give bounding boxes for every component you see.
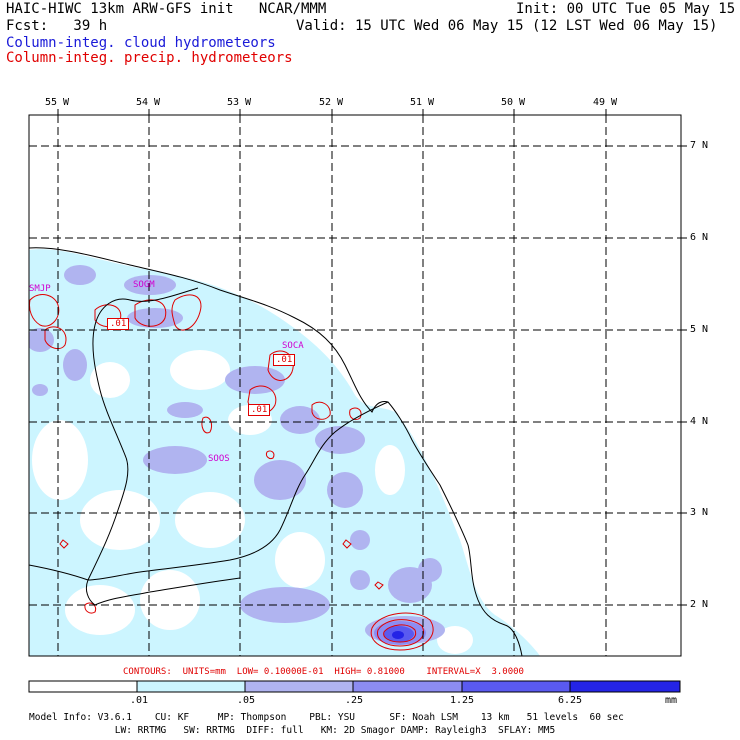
station-label-smjp: SMJP bbox=[29, 284, 51, 294]
precip-contours bbox=[29, 294, 434, 651]
graticule bbox=[29, 115, 681, 656]
contour-label: .01 bbox=[248, 404, 271, 416]
contour-info: CONTOURS: UNITS=mm LOW= 0.10000E-01 HIGH… bbox=[123, 667, 524, 677]
model-info-line1: Model Info: V3.6.1 CU: KF MP: Thompson P… bbox=[29, 712, 624, 723]
lat-label-3n: 3 N bbox=[690, 507, 709, 518]
axis-ticks bbox=[57, 109, 687, 606]
valid-time: Valid: 15 UTC Wed 06 May 15 (12 LST Wed … bbox=[296, 18, 718, 34]
colorbar-tick: .05 bbox=[237, 695, 256, 706]
lat-label-2n: 2 N bbox=[690, 599, 709, 610]
station-label-soos: SOOS bbox=[208, 454, 230, 464]
lat-label-4n: 4 N bbox=[690, 416, 709, 427]
lon-label-50w: 50 W bbox=[501, 97, 526, 108]
lon-label-55w: 55 W bbox=[45, 97, 70, 108]
init-time: Init: 00 UTC Tue 05 May 15 bbox=[516, 1, 736, 17]
hydrometeor-field bbox=[29, 249, 540, 656]
colorbar bbox=[28, 680, 681, 693]
model-title: HAIC-HIWC 13km ARW-GFS init NCAR/MMM bbox=[6, 1, 327, 17]
lat-label-6n: 6 N bbox=[690, 232, 709, 243]
station-label-sogm: SOGM bbox=[133, 280, 155, 290]
lat-label-7n: 7 N bbox=[690, 140, 709, 151]
map-frame bbox=[28, 114, 682, 657]
lon-label-52w: 52 W bbox=[319, 97, 344, 108]
lon-label-53w: 53 W bbox=[227, 97, 252, 108]
lon-label-54w: 54 W bbox=[136, 97, 161, 108]
contour-label: .01 bbox=[107, 318, 130, 330]
lon-label-49w: 49 W bbox=[593, 97, 618, 108]
coastline bbox=[28, 247, 523, 657]
forecast-hour: Fcst: 39 h bbox=[6, 18, 108, 34]
colorbar-tick: 6.25 bbox=[558, 695, 583, 706]
lon-label-51w: 51 W bbox=[410, 97, 435, 108]
colorbar-tick: .01 bbox=[130, 695, 149, 706]
lat-label-5n: 5 N bbox=[690, 324, 709, 335]
colorbar-unit: mm bbox=[665, 695, 678, 706]
colorbar-tick: .25 bbox=[345, 695, 364, 706]
precip-field-legend: Column-integ. precip. hydrometeors bbox=[6, 50, 293, 66]
contour-label: .01 bbox=[273, 354, 296, 366]
cloud-field-legend: Column-integ. cloud hydrometeors bbox=[6, 35, 276, 51]
station-label-soca: SOCA bbox=[282, 341, 304, 351]
model-info-line2: LW: RRTMG SW: RRTMG DIFF: full KM: 2D Sm… bbox=[29, 725, 556, 736]
colorbar-tick: 1.25 bbox=[450, 695, 475, 706]
